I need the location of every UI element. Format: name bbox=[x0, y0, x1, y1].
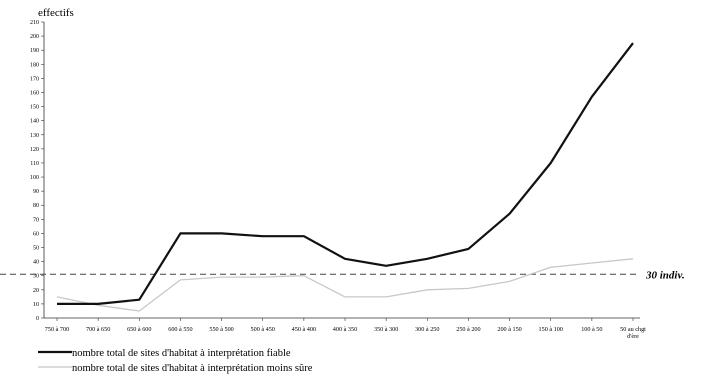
x-tick-label: 750 à 700 bbox=[45, 326, 69, 333]
y-tick-label: 0 bbox=[36, 316, 39, 322]
x-tick-label: 450 à 400 bbox=[292, 326, 316, 333]
y-tick-label: 180 bbox=[30, 62, 39, 68]
reference-line: 30 indiv. bbox=[0, 269, 685, 281]
x-tick-label: 100 à 50 bbox=[581, 326, 602, 333]
y-tick-label: 210 bbox=[30, 20, 39, 26]
x-tick-label: 150 à 100 bbox=[539, 326, 563, 333]
reference-line-label: 30 indiv. bbox=[645, 269, 685, 281]
y-tick-label: 40 bbox=[33, 260, 39, 266]
x-tick-label: 350 à 300 bbox=[374, 326, 398, 333]
y-ticks: 0 10 20 30 40 50 60 70 80 90 100 110 120 130 140 150 160… bbox=[30, 20, 44, 322]
x-tick-label: 600 à 550 bbox=[168, 326, 192, 333]
y-tick-label: 190 bbox=[30, 48, 39, 54]
y-tick-label: 100 bbox=[30, 175, 39, 181]
y-tick-label: 140 bbox=[30, 119, 39, 125]
y-tick-label: 10 bbox=[33, 302, 39, 308]
x-ticks: 750 à 700 700 à 650 650 à 600 600 à 550 550 … bbox=[45, 318, 646, 340]
y-tick-label: 160 bbox=[30, 90, 39, 96]
y-tick-label: 150 bbox=[30, 105, 39, 111]
x-tick-label: 200 à 150 bbox=[497, 326, 521, 333]
y-tick-label: 110 bbox=[30, 161, 39, 167]
x-tick-label: 700 à 650 bbox=[86, 326, 110, 333]
x-tick-label: 650 à 600 bbox=[127, 326, 151, 333]
y-tick-label: 120 bbox=[30, 147, 39, 153]
x-tick-label: 550 à 500 bbox=[209, 326, 233, 333]
x-tick-label: 500 à 450 bbox=[251, 326, 275, 333]
x-tick-label: 250 à 200 bbox=[456, 326, 480, 333]
y-tick-label: 60 bbox=[33, 231, 39, 237]
series-lines bbox=[56, 42, 634, 312]
y-tick-label: 80 bbox=[33, 203, 39, 209]
legend: nombre total de sites d'habitat à interp… bbox=[38, 348, 313, 374]
x-tick-label: 400 à 350 bbox=[333, 326, 357, 333]
axes bbox=[43, 22, 640, 319]
y-tick-label: 90 bbox=[33, 189, 39, 195]
y-tick-label: 200 bbox=[30, 34, 39, 40]
y-tick-label: 20 bbox=[33, 288, 39, 294]
legend-label: nombre total de sites d'habitat à interp… bbox=[72, 363, 313, 374]
y-tick-label: 30 bbox=[33, 274, 39, 280]
x-tick-label: 50 au chgt d'ère bbox=[620, 326, 646, 340]
series-line-moins-sure bbox=[56, 258, 634, 312]
y-tick-label: 130 bbox=[30, 133, 39, 139]
y-tick-label: 170 bbox=[30, 76, 39, 82]
x-tick-label: 300 à 250 bbox=[415, 326, 439, 333]
y-tick-label: 70 bbox=[33, 217, 39, 223]
y-axis-label: effectifs bbox=[38, 7, 74, 19]
y-tick-label: 50 bbox=[33, 246, 39, 252]
series-line-fiable bbox=[57, 42, 634, 305]
legend-label: nombre total de sites d'habitat à interp… bbox=[72, 348, 291, 359]
